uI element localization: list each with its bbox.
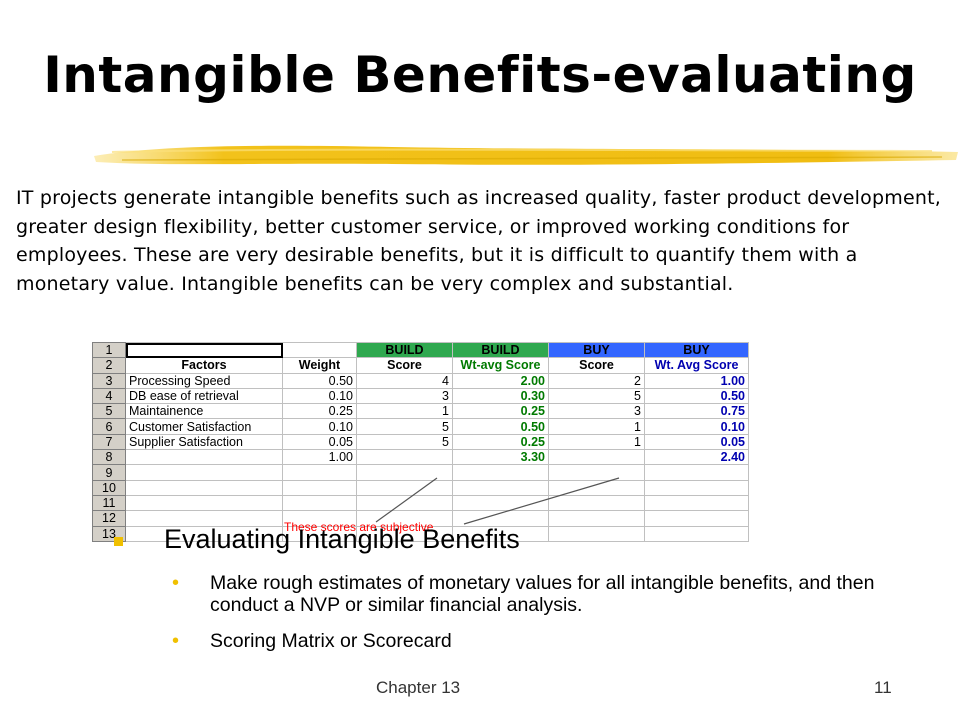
row-number[interactable]: 1: [92, 342, 126, 359]
footer-chapter: Chapter 13: [376, 678, 461, 697]
table-row: 13: [92, 525, 749, 542]
table-row: 10: [92, 479, 749, 496]
table-row: 11: [92, 494, 749, 512]
cell[interactable]: [644, 525, 749, 542]
brush-stroke-decoration: [94, 145, 958, 165]
column-header[interactable]: Score: [356, 357, 453, 374]
table-row: 3 Processing Speed 0.50 4 2.00 2 1.00: [92, 372, 749, 389]
table-row: 1 BUILD BUILD BUY BUY: [92, 342, 749, 359]
intro-paragraph: IT projects generate intangible benefits…: [16, 187, 941, 295]
row-number[interactable]: 10: [92, 479, 126, 496]
cell[interactable]: 0.10: [644, 418, 749, 435]
cell[interactable]: Customer Satisfaction: [125, 418, 283, 435]
cell[interactable]: Processing Speed: [125, 372, 283, 389]
column-header[interactable]: Score: [548, 357, 645, 374]
row-number[interactable]: 3: [92, 372, 126, 389]
cell[interactable]: 0.50: [644, 387, 749, 405]
list-item: • Make rough estimates of monetary value…: [172, 572, 932, 616]
cell[interactable]: Maintainence: [125, 403, 283, 420]
annotation-note: These scores are subjective: [284, 520, 434, 534]
row-number[interactable]: 12: [92, 510, 126, 527]
section-heading: Evaluating Intangible Benefits: [164, 524, 520, 554]
group-header-build[interactable]: BUILD: [452, 342, 549, 359]
table-row: 7 Supplier Satisfaction 0.05 5 0.25 1 0.…: [92, 433, 749, 451]
scoring-matrix-spreadsheet: 1 BUILD BUILD BUY BUY 2 Factors Weight S…: [92, 342, 754, 546]
cell[interactable]: 0.10: [282, 387, 357, 405]
page-number: 11: [874, 678, 892, 697]
bullet-text: Scoring Matrix or Scorecard: [210, 630, 452, 652]
cell[interactable]: DB ease of retrieval: [125, 387, 283, 405]
square-bullet-icon: [114, 537, 123, 546]
annotation-arrows: [375, 477, 620, 525]
bullet-dot-icon: •: [172, 572, 180, 594]
bullet-dot-icon: •: [172, 630, 180, 652]
table-row: 4 DB ease of retrieval 0.10 3 0.30 5 0.5…: [92, 387, 749, 405]
cell[interactable]: 0.05: [644, 433, 749, 451]
list-item: • Scoring Matrix or Scorecard: [172, 630, 932, 652]
row-number[interactable]: 4: [92, 387, 126, 405]
bullet-list: • Make rough estimates of monetary value…: [172, 572, 932, 666]
row-number[interactable]: 6: [92, 418, 126, 435]
row-number[interactable]: 11: [92, 494, 126, 512]
bullet-text: Make rough estimates of monetary values …: [210, 572, 875, 616]
row-number[interactable]: 7: [92, 433, 126, 451]
cell[interactable]: 0.50: [282, 372, 357, 389]
slide-title: Intangible Benefits-evaluating: [43, 46, 917, 104]
scoring-table: 1 BUILD BUILD BUY BUY 2 Factors Weight S…: [92, 342, 749, 542]
